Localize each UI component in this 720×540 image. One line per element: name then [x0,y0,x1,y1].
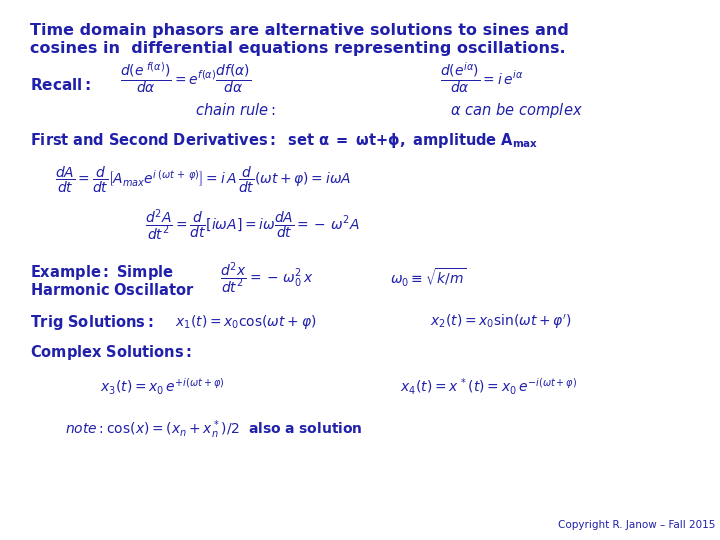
Text: $\dfrac{d(e^{\ f(\alpha)})}{d\alpha} = e^{f(\alpha)}\dfrac{df(\alpha)}{d\alpha}$: $\dfrac{d(e^{\ f(\alpha)})}{d\alpha} = e… [120,60,251,96]
Text: Copyright R. Janow – Fall 2015: Copyright R. Janow – Fall 2015 [557,520,715,530]
Text: $\mathbf{Complex\ Solutions:}$: $\mathbf{Complex\ Solutions:}$ [30,342,192,361]
Text: $\mathit{chain\ rule:}$: $\mathit{chain\ rule:}$ [195,102,276,118]
Text: $x_1(t) = x_0\cos(\omega t + \varphi)$: $x_1(t) = x_0\cos(\omega t + \varphi)$ [175,313,316,331]
Text: $\mathbf{Harmonic\ Oscillator}$: $\mathbf{Harmonic\ Oscillator}$ [30,282,194,298]
Text: $\mathbf{Example:\ Simple}$: $\mathbf{Example:\ Simple}$ [30,262,174,281]
Text: $note: \cos(x) = (x_n + x_n^*)/2\ \ \mathbf{also\ a\ solution}$: $note: \cos(x) = (x_n + x_n^*)/2\ \ \mat… [65,418,363,441]
Text: Time domain phasors are alternative solutions to sines and: Time domain phasors are alternative solu… [30,23,569,37]
Text: $x_2(t) = x_0\sin(\omega t + \varphi')$: $x_2(t) = x_0\sin(\omega t + \varphi')$ [430,313,572,331]
Text: $\dfrac{d^2x}{dt^2} = -\,\omega_0^2\,x$: $\dfrac{d^2x}{dt^2} = -\,\omega_0^2\,x$ [220,260,314,296]
Text: $\mathbf{Recall:}$: $\mathbf{Recall:}$ [30,77,91,93]
Text: $\dfrac{dA}{dt} = \dfrac{d}{dt}\left[A_{max}e^{i\,(\omega t\,+\,\varphi)}\right]: $\dfrac{dA}{dt} = \dfrac{d}{dt}\left[A_{… [55,165,351,195]
Text: $\dfrac{d(e^{i\alpha})}{d\alpha} = i\,e^{i\alpha}$: $\dfrac{d(e^{i\alpha})}{d\alpha} = i\,e^… [440,60,523,96]
Text: cosines in  differential equations representing oscillations.: cosines in differential equations repres… [30,40,566,56]
Text: $\mathbf{First\ and\ Second\ Derivatives:}$$\mathbf{\ \ set\ \alpha\ =\ \omega t: $\mathbf{First\ and\ Second\ Derivatives… [30,131,538,150]
Text: $\alpha\ \mathit{can\ be\ complex}$: $\alpha\ \mathit{can\ be\ complex}$ [450,100,582,119]
Text: $x_3(t) = x_0\,e^{+i(\omega t+\varphi)}$: $x_3(t) = x_0\,e^{+i(\omega t+\varphi)}$ [100,377,225,397]
Text: $\omega_0 \equiv \sqrt{k/m}$: $\omega_0 \equiv \sqrt{k/m}$ [390,267,467,289]
Text: $\mathbf{Trig\ Solutions:}$: $\mathbf{Trig\ Solutions:}$ [30,313,153,332]
Text: $x_4(t) = x^{\,*}(t) = x_0\,e^{-i(\omega t+\varphi)}$: $x_4(t) = x^{\,*}(t) = x_0\,e^{-i(\omega… [400,377,577,397]
Text: $\dfrac{d^2A}{dt^2} = \dfrac{d}{dt}\left[i\omega A\right] = i\omega\dfrac{dA}{dt: $\dfrac{d^2A}{dt^2} = \dfrac{d}{dt}\left… [145,207,360,243]
